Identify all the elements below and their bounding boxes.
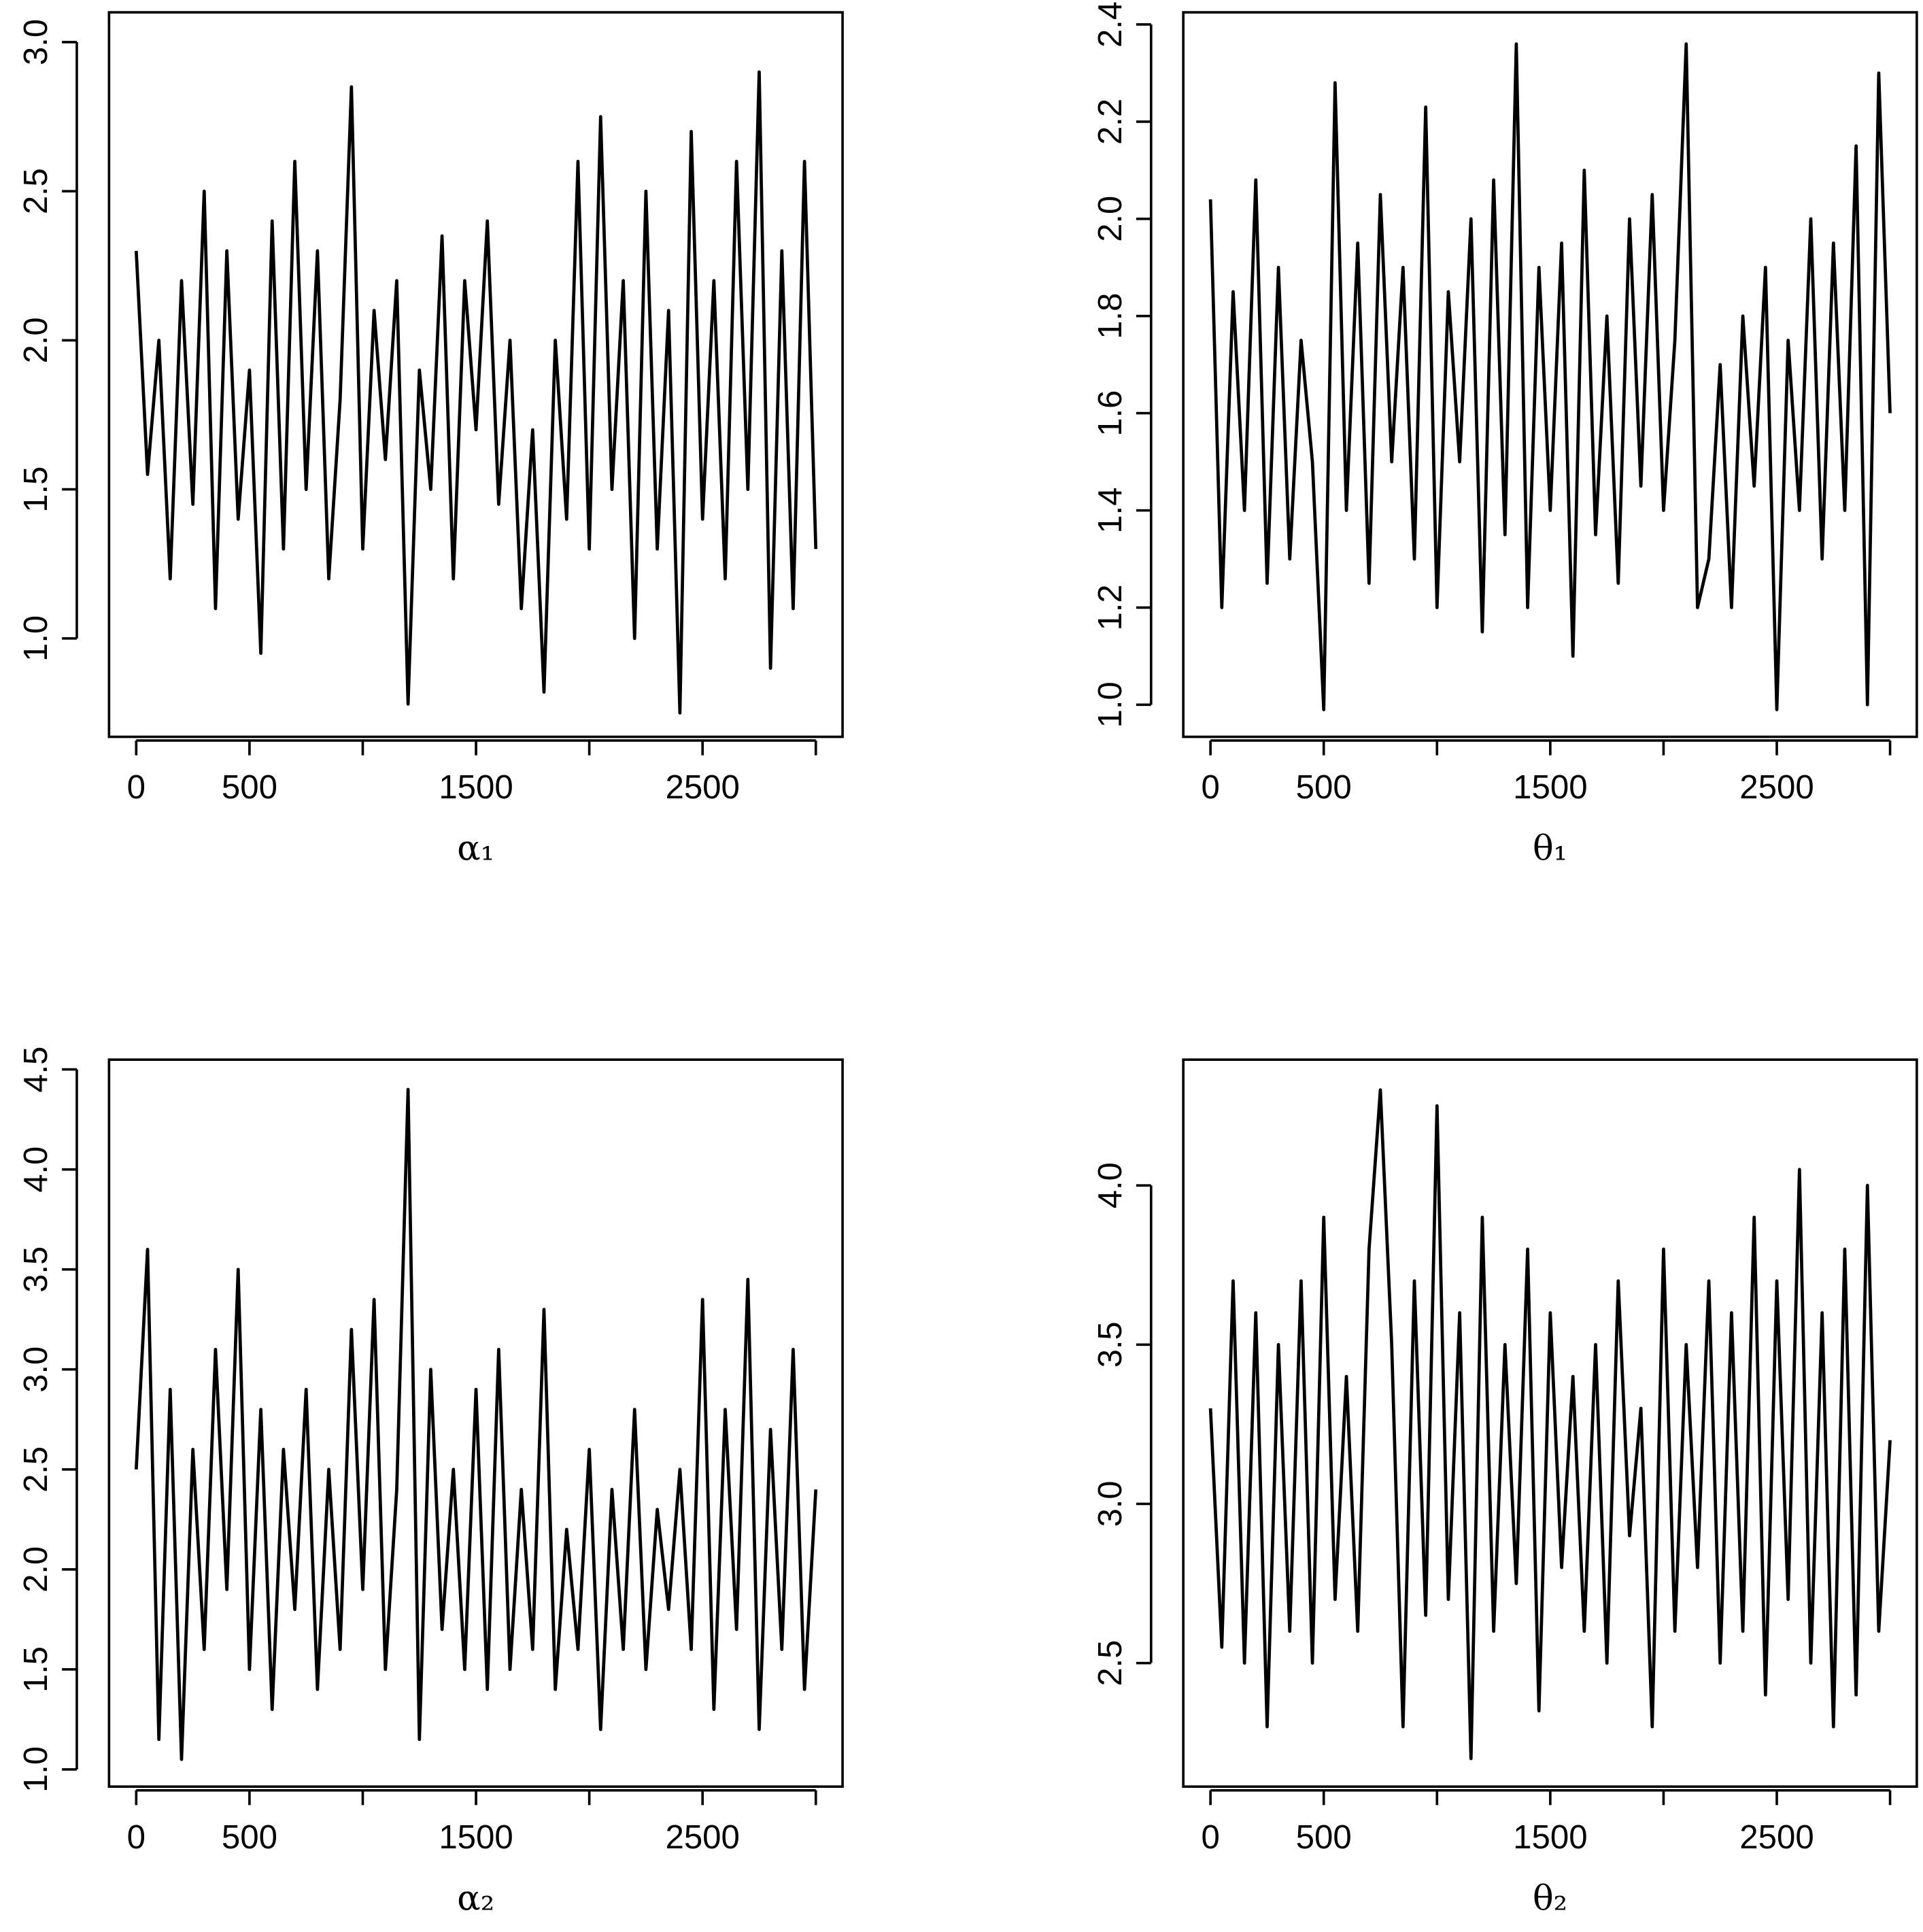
y-tick-label: 4.0 xyxy=(1092,1162,1129,1208)
y-tick-label: 1.4 xyxy=(1092,488,1129,534)
y-tick-label: 2.5 xyxy=(18,168,54,214)
x-tick-label: 500 xyxy=(1296,1819,1352,1856)
x-tick-label: 500 xyxy=(222,1819,277,1856)
y-tick-label: 1.6 xyxy=(1092,390,1129,437)
y-tick-label: 3.0 xyxy=(18,19,54,65)
y-tick-label: 2.0 xyxy=(18,317,54,363)
x-axis-label: α₂ xyxy=(457,1878,494,1918)
y-tick-label: 2.4 xyxy=(1092,1,1129,48)
y-tick-label: 2.5 xyxy=(1092,1640,1129,1687)
x-tick-label: 0 xyxy=(1201,1819,1219,1856)
x-tick-label: 0 xyxy=(127,1819,146,1856)
x-tick-label: 1500 xyxy=(439,769,513,806)
x-tick-label: 1500 xyxy=(1513,769,1587,806)
x-tick-label: 0 xyxy=(1201,769,1219,806)
x-tick-label: 500 xyxy=(1296,769,1352,806)
x-tick-label: 2500 xyxy=(665,1819,739,1856)
y-tick-label: 3.5 xyxy=(18,1247,54,1293)
x-tick-label: 1500 xyxy=(439,1819,513,1856)
y-tick-label: 1.0 xyxy=(18,1746,54,1793)
y-tick-label: 3.0 xyxy=(18,1346,54,1393)
y-tick-label: 1.5 xyxy=(18,467,54,513)
trace-line xyxy=(1208,42,1892,711)
y-tick-label: 4.0 xyxy=(18,1147,54,1193)
x-tick-label: 0 xyxy=(127,769,146,806)
x-tick-label: 2500 xyxy=(665,769,739,806)
x-tick-label: 500 xyxy=(222,769,277,806)
x-axis-label: θ₁ xyxy=(1533,828,1567,868)
y-tick-label: 1.8 xyxy=(1092,293,1129,339)
plot-frame xyxy=(1182,1058,1918,1789)
panel: 0 500 1500 2500 1.0 1.2 1.4 1.6 1.8 2.0 2.2 2.4 θ₁ xyxy=(1092,1,1918,868)
plot-frame xyxy=(107,11,844,739)
panel: 0 500 1500 2500 1.0 1.5 2.0 2.5 3.0 α₁ xyxy=(18,11,844,868)
y-tick-label: 2.0 xyxy=(1092,196,1129,242)
plot-frame xyxy=(1182,11,1918,739)
y-tick-label: 3.0 xyxy=(1092,1480,1129,1527)
x-tick-label: 2500 xyxy=(1739,769,1814,806)
plot-frame xyxy=(107,1058,844,1789)
y-tick-label: 1.2 xyxy=(1092,584,1129,630)
y-tick-label: 2.2 xyxy=(1092,99,1129,145)
y-tick-label: 2.0 xyxy=(18,1546,54,1593)
y-tick-label: 2.5 xyxy=(18,1446,54,1493)
y-tick-label: 3.5 xyxy=(1092,1321,1129,1368)
y-tick-label: 1.0 xyxy=(1092,681,1129,728)
x-axis-label: α₁ xyxy=(457,828,494,868)
panel: 0 500 1500 2500 1.0 1.5 2.0 2.5 3.0 3.5 4.0 4.5 α₂ xyxy=(18,1047,844,1918)
x-axis-label: θ₂ xyxy=(1533,1878,1567,1918)
trace-line xyxy=(134,1087,818,1761)
x-tick-label: 2500 xyxy=(1739,1819,1814,1856)
y-tick-label: 4.5 xyxy=(18,1047,54,1093)
y-tick-label: 1.0 xyxy=(18,615,54,662)
trace-line xyxy=(134,70,818,715)
panel: 0 500 1500 2500 2.5 3.0 3.5 4.0 θ₂ xyxy=(1092,1058,1918,1918)
x-tick-label: 1500 xyxy=(1513,1819,1587,1856)
y-tick-label: 1.5 xyxy=(18,1646,54,1693)
trace-line xyxy=(1208,1088,1892,1761)
